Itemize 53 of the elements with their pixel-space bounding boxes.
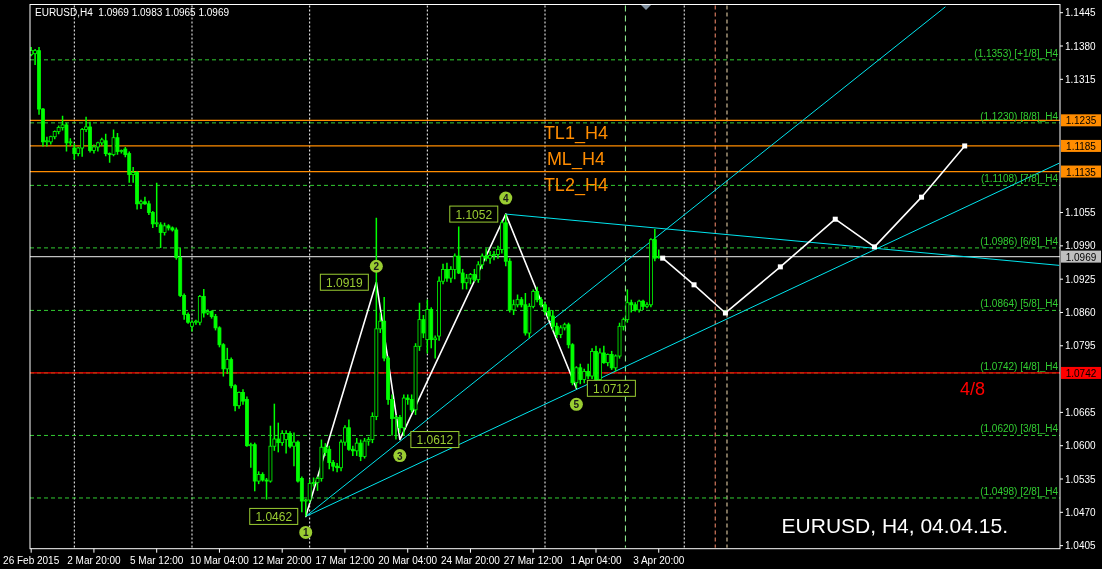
y-tick-label: 1.1445 [1065, 7, 1097, 19]
y-tick-label: 1.0405 [1065, 540, 1097, 552]
ref-line-label: (1.0498) [2/8]_H4 [980, 485, 1059, 497]
annotation: 1.0742 [1065, 367, 1097, 379]
y-tick-label: 1.0860 [1065, 306, 1097, 318]
y-tick-label: 1.1315 [1065, 73, 1097, 85]
ref-line-label: (1.0742) [4/8]_H4 [980, 360, 1059, 372]
x-tick-label: 24 Mar 20:00 [441, 554, 501, 566]
annotation: EURUSD, H4, 04.04.15. [781, 513, 1008, 537]
data-label: 1.0462 [255, 509, 293, 524]
x-tick-label: 2 Mar 20:00 [67, 554, 122, 566]
x-tick-label: 20 Mar 04:00 [378, 554, 438, 566]
ref-line-label: (1.0620) [3/8]_H4 [980, 423, 1059, 435]
y-tick-label: 1.0535 [1065, 473, 1097, 485]
y-tick-label: 1.0990 [1065, 240, 1097, 252]
x-tick-label: 27 Mar 12:00 [503, 554, 564, 566]
annotation: 1.1235 [1065, 115, 1097, 127]
ref-line-label: (1.0986) [6/8]_H4 [980, 235, 1059, 247]
x-tick-label: 12 Mar 20:00 [252, 554, 313, 566]
data-label: 1.0612 [416, 433, 454, 448]
data-label: 1.1052 [455, 207, 493, 222]
y-tick-label: 1.0795 [1065, 340, 1097, 352]
annotation: 1.1135 [1066, 166, 1097, 178]
annotation: 4 [503, 193, 509, 205]
y-tick-label: 1.1055 [1065, 207, 1097, 219]
x-tick-label: 26 Feb 2015 [3, 554, 60, 566]
ref-line-label: (1.0864) [5/8]_H4 [980, 298, 1059, 310]
x-tick-label: 3 Apr 20:00 [633, 554, 685, 566]
ref-line-label: (1.1353) [+1/8]_H4 [974, 47, 1059, 59]
annotation: 4/8 [959, 378, 985, 399]
annotation: 5 [573, 399, 580, 411]
y-tick-label: 1.0600 [1065, 440, 1097, 452]
x-tick-label: 10 Mar 04:00 [189, 554, 250, 566]
annotation: 1.0969 [1065, 251, 1097, 263]
y-tick-label: 1.0925 [1065, 273, 1097, 285]
y-tick-label: 1.0665 [1065, 406, 1097, 418]
data-label: 1.0919 [325, 275, 364, 290]
ref-line-label: (1.1230) [8/8]_H4 [980, 110, 1059, 122]
x-tick-label: 1 Apr 04:00 [570, 554, 622, 566]
x-tick-label: 17 Mar 12:00 [315, 554, 375, 566]
chart-title: EURUSD,H4 1.0969 1.0983 1.0965 1.0969 [35, 7, 230, 18]
annotation: 3 [397, 450, 404, 462]
y-tick-label: 1.0470 [1065, 506, 1097, 518]
annotation: 2 [373, 261, 380, 273]
ref-line-label: ML_H4 [546, 148, 605, 170]
x-tick-label: 5 Mar 12:00 [130, 554, 184, 566]
y-tick-label: 1.1380 [1065, 40, 1097, 52]
ref-line-label: (1.1108) [7/8]_H4 [980, 173, 1059, 185]
annotation: 1.1185 [1066, 140, 1097, 152]
annotation: 1 [302, 527, 309, 539]
ref-line-label: TL2_H4 [543, 174, 608, 196]
ref-line-label: TL1_H4 [543, 123, 608, 145]
data-label: 1.0712 [593, 381, 631, 396]
